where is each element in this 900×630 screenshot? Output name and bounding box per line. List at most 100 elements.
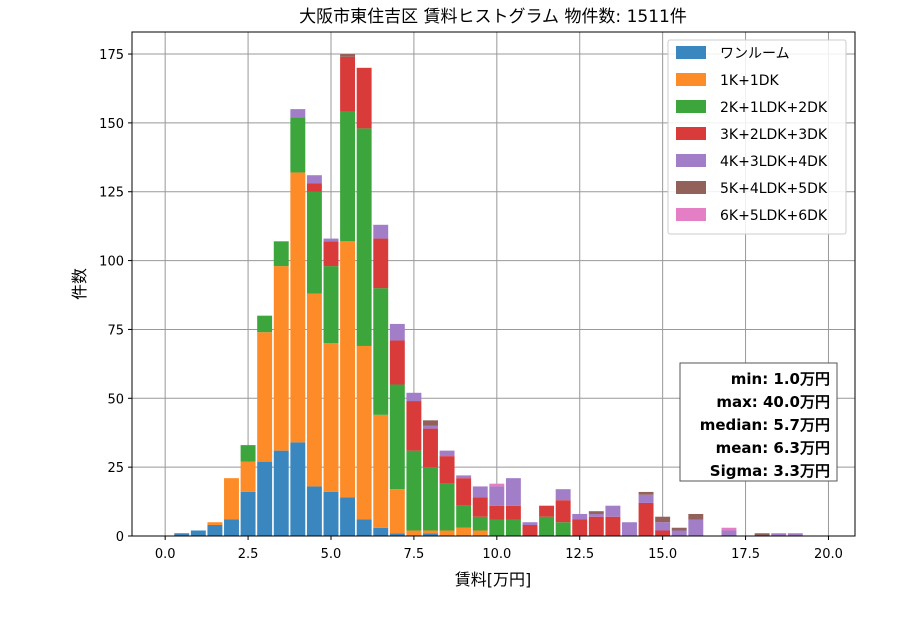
stat-line-0: min: 1.0万円 bbox=[731, 370, 830, 388]
bar-s2-b14 bbox=[389, 384, 405, 490]
bar-s5-b26 bbox=[588, 511, 604, 514]
bar-s4-b26 bbox=[588, 513, 604, 517]
stat-line-4: Sigma: 3.3万円 bbox=[710, 462, 830, 480]
bar-s2-b24 bbox=[555, 522, 571, 536]
bar-s1-b5 bbox=[240, 461, 256, 492]
bar-s1-b17 bbox=[439, 530, 455, 536]
bar-s3-b12 bbox=[356, 67, 372, 129]
stat-line-3: mean: 6.3万円 bbox=[716, 439, 830, 457]
bar-s0-b16 bbox=[423, 533, 438, 536]
x-axis-label: 賃料[万円] bbox=[455, 570, 532, 589]
bar-s3-b19 bbox=[472, 497, 488, 517]
bar-s0-b11 bbox=[340, 497, 356, 536]
stat-line-1: max: 40.0万円 bbox=[716, 393, 830, 411]
legend-swatch-0 bbox=[676, 46, 706, 59]
stats-frame bbox=[679, 362, 838, 482]
bar-s0-b14 bbox=[389, 533, 405, 536]
bar-s5-b30 bbox=[655, 516, 671, 523]
bar-s3-b26 bbox=[588, 516, 604, 536]
bar-s1-b7 bbox=[273, 266, 289, 451]
bar-s4-b10 bbox=[323, 238, 339, 242]
bar-s2-b5 bbox=[240, 445, 256, 462]
y-tick-label-2: 50 bbox=[107, 392, 124, 407]
x-ticks: 0.0 2.5 5.0 7.5 10.0 12.5 15.0 17.5 20.0 bbox=[155, 536, 843, 562]
bar-s3-b13 bbox=[373, 238, 389, 289]
bar-s2-b21 bbox=[505, 519, 521, 536]
legend-label-5: 5K+4LDK+5DK bbox=[720, 181, 828, 197]
bar-s4-b28 bbox=[622, 522, 637, 536]
bar-s0-b12 bbox=[356, 519, 372, 536]
bar-s3-b30 bbox=[655, 530, 671, 536]
bar-s2-b20 bbox=[489, 519, 505, 536]
legend-label-4: 4K+3LDK+4DK bbox=[720, 154, 828, 170]
chart-title: 大阪市東住吉区 賃料ヒストグラム 物件数: 1511件 bbox=[299, 7, 687, 27]
bar-s0-b10 bbox=[323, 491, 339, 536]
bar-s6-b34 bbox=[721, 527, 737, 531]
bar-s0-b2 bbox=[190, 530, 206, 536]
bar-s4-b37 bbox=[771, 533, 787, 536]
x-tick-label-0: 0.0 bbox=[155, 547, 176, 562]
legend-label-1: 1K+1DK bbox=[720, 73, 780, 89]
bar-s4-b38 bbox=[787, 533, 803, 536]
bar-s1-b13 bbox=[373, 414, 389, 528]
bar-s1-b9 bbox=[306, 293, 322, 487]
x-tick-label-7: 17.5 bbox=[731, 547, 760, 562]
bar-s2-b16 bbox=[423, 467, 438, 531]
y-tick-label-1: 25 bbox=[107, 461, 124, 476]
bar-s4-b8 bbox=[290, 109, 306, 118]
bar-s3-b15 bbox=[406, 401, 422, 451]
bar-s4-b34 bbox=[721, 530, 737, 536]
bar-s0-b13 bbox=[373, 527, 389, 536]
bar-s3-b24 bbox=[555, 500, 571, 523]
bar-s1-b10 bbox=[323, 343, 339, 492]
bar-s2-b13 bbox=[373, 288, 389, 415]
x-tick-label-5: 12.5 bbox=[565, 547, 594, 562]
bar-s3-b17 bbox=[439, 456, 455, 484]
bar-s3-b20 bbox=[489, 505, 505, 520]
bar-s1-b6 bbox=[257, 332, 273, 462]
bar-s5-b11 bbox=[340, 54, 356, 57]
x-tick-label-4: 10.0 bbox=[482, 547, 511, 562]
bar-s3-b21 bbox=[505, 505, 521, 520]
bar-s4-b14 bbox=[389, 323, 405, 341]
bar-s4-b22 bbox=[522, 522, 538, 525]
y-tick-label-3: 75 bbox=[107, 323, 124, 338]
legend-swatch-3 bbox=[676, 127, 706, 140]
legend-swatch-5 bbox=[676, 181, 706, 194]
y-axis-label: 件数 bbox=[70, 268, 89, 300]
bar-s4-b15 bbox=[406, 392, 422, 402]
bar-s0-b6 bbox=[257, 461, 273, 536]
bar-s4-b16 bbox=[423, 425, 438, 429]
bar-s0-b9 bbox=[306, 486, 322, 536]
bar-s0-b5 bbox=[240, 491, 256, 536]
bar-s5-b36 bbox=[754, 533, 770, 536]
bar-s2-b11 bbox=[340, 111, 356, 242]
bar-s2-b9 bbox=[306, 191, 322, 294]
bar-s1-b12 bbox=[356, 345, 372, 520]
y-tick-label-6: 150 bbox=[99, 117, 124, 132]
bar-s3-b10 bbox=[323, 241, 339, 267]
legend-label-6: 6K+5LDK+6DK bbox=[720, 208, 828, 224]
bars-group bbox=[174, 54, 803, 536]
bar-s4-b29 bbox=[638, 494, 654, 503]
bar-s5-b29 bbox=[638, 491, 654, 495]
bar-s0-b4 bbox=[224, 519, 239, 536]
legend-swatch-2 bbox=[676, 100, 706, 113]
bar-s4-b31 bbox=[671, 530, 687, 536]
bar-s5-b31 bbox=[671, 527, 687, 531]
bar-s2-b12 bbox=[356, 128, 372, 346]
bar-s4-b9 bbox=[306, 175, 322, 184]
legend: ワンルーム 1K+1DK 2K+1LDK+2DK 3K+2LDK+3DK 4K+3LDK… bbox=[667, 39, 847, 235]
x-tick-label-6: 15.0 bbox=[648, 547, 677, 562]
bar-s3-b25 bbox=[572, 519, 588, 536]
bar-s3-b9 bbox=[306, 183, 322, 192]
bar-s0-b3 bbox=[207, 524, 223, 536]
bar-s4-b21 bbox=[505, 478, 521, 506]
bar-s1-b15 bbox=[406, 530, 422, 536]
y-tick-label-0: 0 bbox=[116, 530, 124, 545]
bar-s2-b10 bbox=[323, 266, 339, 344]
legend-box bbox=[667, 39, 847, 235]
y-tick-label-7: 175 bbox=[99, 48, 124, 63]
bar-s1-b8 bbox=[290, 172, 306, 443]
bar-s2-b15 bbox=[406, 450, 422, 531]
